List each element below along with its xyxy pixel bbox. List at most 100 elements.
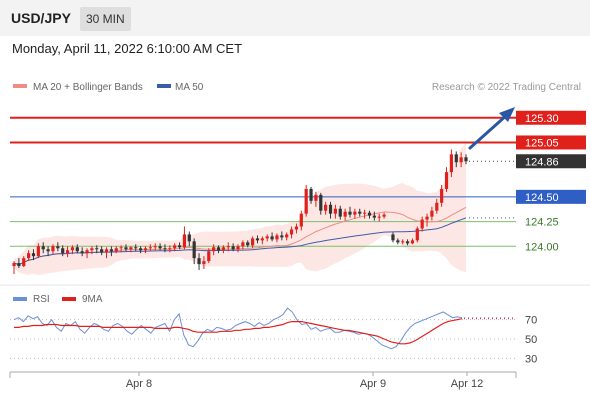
candle-body [440, 188, 444, 203]
ma50-legend-label: MA 50 [175, 82, 204, 93]
candle-body [153, 246, 157, 248]
ma9-line [14, 318, 463, 345]
candle-body [56, 246, 60, 249]
candle-body [192, 241, 196, 259]
level-label-124.50: 124.50 [525, 192, 559, 204]
candle-body [363, 212, 367, 214]
candle-body [65, 250, 70, 254]
candle-body [430, 210, 434, 217]
level-label-124.00: 124.00 [525, 241, 559, 253]
candle-body [299, 213, 303, 227]
candle-body [382, 214, 386, 217]
candle-body [280, 235, 284, 238]
candle-body [31, 253, 36, 257]
candle-body [358, 211, 362, 214]
last-price-label: 124.86 [525, 156, 559, 168]
x-tick-label: Apr 9 [360, 378, 386, 390]
ma20-legend-swatch [13, 84, 27, 88]
ma20-legend-label: MA 20 + Bollinger Bands [33, 82, 143, 93]
x-tick-label: Apr 8 [126, 378, 152, 390]
candle-body [158, 246, 162, 249]
candle-body [212, 247, 216, 252]
level-label-124.25: 124.25 [525, 217, 559, 229]
candle-body [129, 247, 133, 250]
candle-body [251, 238, 255, 246]
rsi-line [13, 307, 463, 350]
candle-body [104, 249, 109, 253]
candle-body [109, 249, 113, 252]
candle-body [100, 249, 104, 253]
ma9-legend-swatch [62, 297, 76, 301]
rsi-tick-label: 50 [525, 334, 537, 346]
symbol-title: USD/JPY [11, 10, 71, 26]
candle-body [435, 202, 439, 211]
candle-body [338, 208, 342, 217]
candle-body [168, 248, 172, 250]
candle-body [80, 251, 84, 254]
candle-body [90, 248, 94, 251]
candle-body [124, 247, 128, 250]
candle-body [202, 261, 206, 265]
candle-body [139, 248, 143, 251]
candle-body [348, 211, 352, 215]
candle-body [61, 248, 65, 254]
candle-body [216, 247, 221, 251]
candle-body [415, 228, 419, 241]
candle-body [265, 236, 269, 239]
candle-body [333, 208, 337, 214]
candle-body [459, 157, 463, 163]
candle-body [187, 234, 191, 242]
candle-body [246, 242, 250, 246]
candle-body [231, 246, 235, 250]
candle-body [75, 247, 79, 252]
forecast-arrow-head [499, 107, 515, 122]
candle-body [182, 234, 187, 248]
rsi-tick-label: 70 [525, 315, 537, 327]
last-price-tag [516, 154, 586, 169]
candle-body [236, 246, 240, 250]
candle-body [464, 157, 468, 162]
candle-body [275, 235, 279, 240]
rsi-legend-label: RSI [33, 294, 50, 305]
candle-body [46, 249, 50, 252]
candle-body [401, 241, 405, 243]
candle-body [114, 248, 118, 252]
candle-body [85, 250, 89, 254]
level-tag-125.05 [516, 135, 586, 150]
candle-body [22, 258, 26, 267]
rsi-tick-label: 30 [525, 353, 537, 365]
candle-body [221, 247, 225, 251]
timeframe-badge[interactable]: 30 MIN [80, 7, 131, 31]
candle-body [420, 219, 424, 229]
candle-body [177, 245, 182, 248]
candle-body [70, 247, 75, 251]
candle-body [41, 246, 45, 250]
level-label-125.30: 125.30 [525, 113, 559, 125]
candle-body [410, 240, 415, 244]
candle-body [119, 247, 123, 249]
candle-body [314, 194, 318, 201]
candle-body [207, 251, 211, 262]
candle-body [148, 247, 152, 249]
ma50-legend-swatch [157, 84, 171, 88]
candle-body [95, 248, 99, 250]
chart-datetime: Monday, April 11, 2022 6:10:00 AM CET [12, 41, 243, 56]
level-tag-125.30 [516, 110, 586, 125]
candle-body [134, 247, 138, 249]
chart-header: USD/JPY 30 MIN [0, 0, 590, 36]
candle-body [309, 188, 313, 201]
candle-body [163, 248, 167, 250]
level-label-125.05: 125.05 [525, 137, 559, 149]
x-axis: Apr 8 Apr 9 Apr 12 [9, 371, 517, 390]
candle-body [255, 238, 260, 241]
candle-body [270, 236, 274, 240]
candle-body [324, 204, 328, 211]
candle-body [319, 194, 323, 211]
candle-body [51, 246, 55, 252]
candle-body [444, 172, 449, 189]
candle-body [391, 234, 395, 241]
candle-body [143, 248, 148, 251]
candle-body [285, 234, 289, 238]
candle-body [449, 154, 453, 173]
